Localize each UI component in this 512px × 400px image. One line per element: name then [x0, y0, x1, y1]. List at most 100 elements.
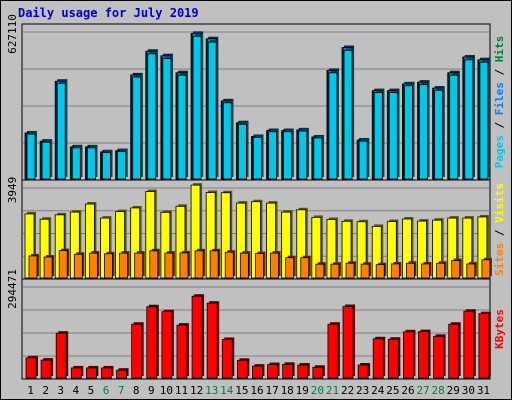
x-label-day-12: 12 — [190, 384, 203, 397]
bar-pages-day-13 — [207, 40, 219, 180]
bar-pages-day-18 — [283, 129, 294, 180]
x-label-day-22: 22 — [341, 384, 354, 397]
chart-title: Daily usage for July 2019 — [18, 6, 199, 20]
legend-separator: / — [493, 223, 506, 243]
bar-sites-day-19 — [300, 255, 311, 279]
ymax-label-2: 3949 — [6, 177, 19, 204]
bar-sites-day-27 — [421, 261, 432, 279]
legend-1: Pages / Files / Hits — [493, 36, 506, 169]
bar-kbytes-day-8 — [131, 322, 144, 379]
bar-pages-day-20 — [313, 135, 324, 180]
bar-sites-day-7 — [119, 251, 130, 279]
bar-sites-day-25 — [390, 261, 402, 279]
bar-sites-day-29 — [451, 258, 462, 279]
x-label-day-17: 17 — [265, 384, 278, 397]
bar-kbytes-day-4 — [70, 365, 84, 379]
bar-pages-day-25 — [388, 90, 400, 180]
bar-pages-day-12 — [192, 34, 204, 180]
bar-sites-day-13 — [209, 248, 221, 279]
bar-sites-day-20 — [315, 262, 326, 279]
bar-kbytes-day-5 — [85, 365, 99, 379]
bar-sites-day-5 — [88, 251, 100, 279]
bar-pages-day-5 — [86, 145, 98, 180]
x-label-day-18: 18 — [281, 384, 294, 397]
bar-sites-day-6 — [104, 251, 115, 279]
bar-sites-day-16 — [255, 251, 266, 279]
bar-pages-day-21 — [328, 70, 339, 180]
bar-sites-day-3 — [58, 248, 70, 279]
bar-pages-day-27 — [419, 82, 430, 180]
bar-kbytes-day-19 — [297, 363, 310, 379]
legend-entry-pages: Pages — [493, 135, 506, 168]
x-label-day-23: 23 — [356, 384, 369, 397]
bar-kbytes-day-10 — [161, 309, 174, 379]
x-label-day-15: 15 — [235, 384, 248, 397]
legend-entry-sites: Sites — [493, 243, 506, 276]
bar-sites-day-18 — [285, 255, 296, 279]
bar-sites-day-14 — [224, 250, 236, 279]
bar-sites-day-9 — [149, 248, 160, 279]
bar-pages-day-4 — [71, 145, 83, 180]
legend-2: Sites / Visits — [493, 183, 506, 276]
bar-pages-day-15 — [237, 122, 249, 180]
bar-pages-day-7 — [117, 149, 128, 180]
x-label-day-25: 25 — [386, 384, 399, 397]
bar-sites-day-10 — [164, 251, 175, 279]
bar-sites-day-23 — [360, 262, 372, 279]
bar-sites-day-26 — [406, 261, 417, 279]
bar-kbytes-day-27 — [418, 329, 431, 379]
x-label-day-28: 28 — [432, 384, 445, 397]
bar-kbytes-day-22 — [342, 304, 356, 379]
bar-sites-day-15 — [239, 251, 251, 279]
bar-sites-day-22 — [345, 261, 357, 279]
legend-separator: / — [493, 115, 506, 135]
legend-entry-visits: Visits — [493, 183, 506, 223]
bar-kbytes-day-31 — [478, 311, 491, 379]
bar-pages-day-3 — [56, 81, 68, 180]
bar-kbytes-day-9 — [146, 304, 159, 379]
bar-kbytes-day-16 — [252, 364, 265, 379]
legend-3: KBytes — [493, 309, 506, 349]
bar-pages-day-26 — [404, 83, 415, 180]
bar-kbytes-day-29 — [448, 322, 461, 379]
x-label-day-4: 4 — [73, 384, 80, 397]
bar-kbytes-day-11 — [176, 323, 189, 379]
bar-pages-day-30 — [464, 57, 475, 180]
bar-sites-day-28 — [436, 261, 447, 279]
bar-pages-day-10 — [162, 56, 173, 180]
bar-pages-day-22 — [343, 48, 355, 180]
bar-pages-day-24 — [373, 90, 385, 180]
bar-sites-day-1 — [28, 253, 39, 279]
bar-pages-day-9 — [147, 51, 158, 180]
bar-kbytes-day-24 — [372, 336, 386, 379]
x-label-day-24: 24 — [371, 384, 385, 397]
bar-sites-day-11 — [179, 250, 190, 279]
bar-kbytes-day-30 — [463, 309, 476, 379]
bar-pages-day-29 — [449, 73, 460, 180]
bar-kbytes-day-2 — [40, 358, 54, 379]
x-label-day-31: 31 — [477, 384, 490, 397]
bar-pages-day-31 — [479, 60, 490, 180]
bar-kbytes-day-25 — [387, 337, 401, 379]
bar-kbytes-day-1 — [25, 355, 38, 379]
bar-pages-day-16 — [253, 135, 264, 180]
x-label-day-14: 14 — [220, 384, 234, 397]
x-label-day-21: 21 — [326, 384, 339, 397]
x-label-day-29: 29 — [447, 384, 460, 397]
x-label-day-13: 13 — [205, 384, 218, 397]
bar-pages-day-14 — [222, 100, 234, 180]
bar-kbytes-day-6 — [101, 365, 114, 379]
bar-sites-day-12 — [194, 248, 206, 279]
bar-kbytes-day-20 — [312, 365, 325, 379]
bar-pages-day-11 — [177, 73, 188, 180]
legend-entry-kbytes: KBytes — [493, 309, 506, 349]
bar-sites-day-2 — [43, 255, 55, 279]
x-axis-labels: 1 2 3 4 5 6 7 8 9 10 11 12 13 14 15 16 17 18 19 20 21 22 23 24 2… — [27, 384, 490, 397]
bar-pages-day-8 — [132, 75, 143, 180]
bar-sites-day-8 — [134, 251, 145, 279]
bar-pages-day-1 — [26, 132, 37, 180]
bar-kbytes-day-13 — [206, 301, 220, 379]
x-label-day-10: 10 — [160, 384, 173, 397]
ymax-label-3: 294471 — [6, 269, 19, 309]
